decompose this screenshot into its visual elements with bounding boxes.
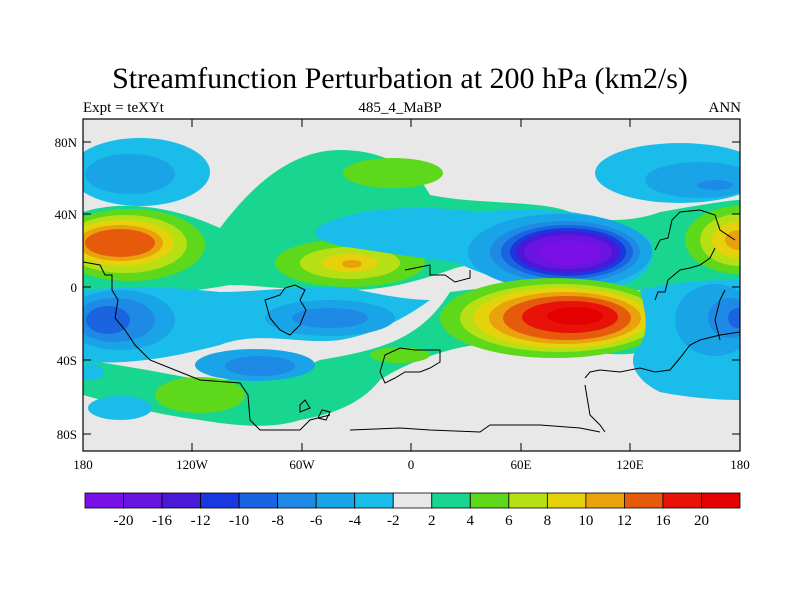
lat-label-40n: 40N — [55, 207, 78, 222]
colorbar-label: 6 — [505, 513, 513, 529]
colorbar-swatch — [277, 492, 317, 509]
colorbar-label: -16 — [152, 513, 172, 529]
colorbar-label: -12 — [191, 513, 211, 529]
subtitle-center: 485_4_MaBP — [358, 100, 442, 116]
colorbar-label: -10 — [229, 513, 249, 529]
contour-neg8-south-atlantic — [292, 308, 368, 328]
lat-labels: 80N 40N 0 40S 80S — [55, 135, 78, 442]
colorbar-swatch — [238, 492, 279, 509]
colorbar-swatch — [701, 492, 741, 509]
lat-label-80s: 80S — [57, 427, 77, 442]
lat-label-80n: 80N — [55, 135, 78, 150]
colorbar-label: 8 — [544, 513, 552, 529]
lon-label-120w: 120W — [176, 457, 209, 472]
contour-12-atlantic — [342, 260, 362, 268]
contour-neg8-top-right — [697, 180, 733, 190]
subtitle-right: ANN — [708, 100, 742, 116]
contour-16-west — [85, 229, 155, 257]
contour-neg4-far-south — [88, 396, 152, 420]
colorbar-swatch — [431, 492, 471, 509]
colorbar-label: 12 — [617, 513, 632, 529]
lon-label-0: 0 — [408, 457, 415, 472]
colorbar-label: -20 — [114, 513, 134, 529]
colorbar-swatch — [200, 492, 240, 509]
contour-6-south-pacific — [155, 377, 245, 413]
subtitle-left: Expt = teXYt — [83, 100, 164, 116]
colorbar-swatch — [624, 492, 664, 509]
contour-6-north-mid — [343, 158, 443, 188]
lon-label-180w: 180 — [73, 457, 93, 472]
lon-labels: 180 120W 60W 0 60E 120E 180 — [73, 457, 750, 472]
colorbar-swatch — [161, 492, 201, 509]
colorbar-swatch — [315, 492, 356, 509]
colorbar-label: -2 — [387, 513, 400, 529]
colorbar-label: -8 — [271, 513, 284, 529]
contour-neg10-south-west — [86, 306, 130, 334]
colorbar-label: 4 — [467, 513, 475, 529]
contour-neg6-top-right — [645, 162, 740, 198]
contour-neg8-south-east — [708, 298, 740, 338]
contour-neg4-edge-south — [83, 364, 104, 380]
colorbar-label: 2 — [428, 513, 436, 529]
colorbar-label: -4 — [348, 513, 361, 529]
contour-field — [83, 119, 740, 451]
contour-6-south-atlantic — [370, 347, 430, 363]
colorbar-swatch — [508, 492, 548, 509]
contour-neg6-top-left — [85, 154, 175, 194]
contour-12-east — [725, 230, 740, 250]
colorbar-label: 10 — [578, 513, 593, 529]
colorbar-swatch — [469, 492, 510, 509]
colorbar-swatch — [84, 492, 124, 509]
colorbar-label: -6 — [310, 513, 323, 529]
lon-label-180e: 180 — [730, 457, 750, 472]
contour-neg10-south-east — [728, 308, 740, 328]
lat-label-40s: 40S — [57, 353, 77, 368]
lat-label-0: 0 — [71, 280, 78, 295]
contour-neg8-south-pacific — [225, 356, 295, 376]
axis-ticks — [83, 119, 740, 451]
contour-max-indian — [547, 307, 603, 325]
contour-min-asia — [538, 241, 602, 265]
lon-label-60w: 60W — [289, 457, 315, 472]
colorbar-swatch — [392, 492, 433, 509]
lon-label-60e: 60E — [511, 457, 532, 472]
colorbar: -20 -16 -12 -10 -8 -6 -4 -2 2 4 6 8 10 12 16 20 — [84, 492, 741, 529]
colorbar-swatch — [546, 492, 587, 509]
colorbar-label: 20 — [694, 513, 709, 529]
colorbar-swatch — [354, 492, 394, 509]
coastlines — [83, 209, 740, 433]
colorbar-swatch — [662, 492, 702, 509]
colorbar-swatch — [123, 492, 163, 509]
plot-title: Streamfunction Perturbation at 200 hPa (… — [112, 62, 688, 95]
colorbar-swatch — [585, 492, 625, 509]
colorbar-label: 16 — [655, 513, 671, 529]
lon-label-120e: 120E — [616, 457, 644, 472]
